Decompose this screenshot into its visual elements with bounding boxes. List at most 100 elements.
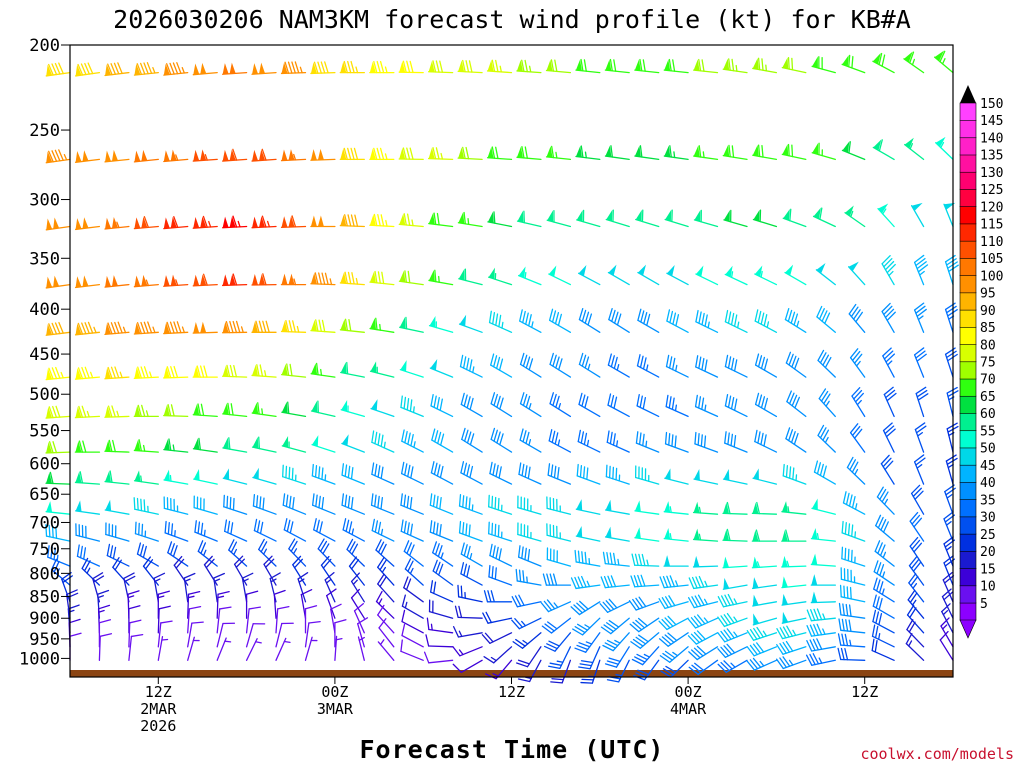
x-tick-label: 12Z [145,683,172,701]
wind-barb [722,556,748,569]
y-tick-label: 800 [29,564,60,584]
y-tick-label: 600 [29,455,60,475]
wind-barb [913,454,926,485]
wind-barb [881,255,896,286]
wind-barb [516,59,542,74]
wind-barb [576,209,601,228]
x-tick-label: 3MAR [317,700,354,718]
x-axis-title: Forecast Time (UTC) [360,735,665,764]
wind-barb [849,348,866,378]
wind-barb [694,431,719,453]
wind-barb [457,59,483,74]
wind-barb [245,623,266,648]
colorbar-swatch [959,464,977,483]
wind-barb [216,590,230,619]
wind-barb [427,60,454,74]
wind-barb [882,347,895,378]
wind-barb [908,556,925,586]
wind-barb [488,267,513,286]
wind-barb [634,527,660,542]
wind-barb [488,564,513,586]
wind-barb [634,500,660,515]
wind-barb [512,632,542,649]
wind-barb [909,511,925,542]
wind-barb [754,353,778,378]
wind-barb [663,145,689,161]
wind-barb [452,659,483,673]
wind-barb [371,518,395,542]
wind-barb [941,588,954,619]
wind-barb [134,521,159,542]
wind-barb [163,62,189,76]
wind-barb [754,265,778,286]
wind-barb [637,264,660,286]
wind-barb [357,636,365,661]
wind-barb [311,493,336,515]
wind-barb [245,606,262,634]
wind-barb [751,529,778,542]
wind-barb [751,577,778,590]
wind-barb [157,620,173,648]
wind-barb [432,541,454,567]
wind-barb [909,536,925,567]
wind-barb [692,501,719,515]
wind-barb [280,61,307,75]
wind-barb [112,557,130,586]
wind-barb [377,604,395,634]
wind-barb [167,541,189,567]
wind-barb [370,399,395,418]
wind-barb [454,605,483,619]
wind-barb [304,605,318,634]
wind-barb [635,209,660,228]
colorbar-swatch [959,326,977,345]
wind-barb [776,656,807,670]
wind-barb [310,362,336,378]
wind-barb [45,62,71,77]
wind-barb [545,59,572,74]
wind-barb [746,642,778,657]
wind-barb [133,439,159,453]
colorbar-swatch [959,119,977,139]
wind-barb [69,632,82,661]
wind-barb [311,463,336,485]
wind-barb [432,559,454,586]
colorbar-swatch [959,412,977,432]
wind-barb [754,309,778,333]
wind-barb [880,454,895,485]
wind-barb [717,659,748,673]
wind-barb [518,462,542,485]
wind-barb [404,558,424,586]
wind-barb [75,523,101,542]
wind-barb [935,136,954,161]
wind-barb [606,430,630,453]
wind-barb [628,596,660,611]
wind-barb [813,460,836,485]
wind-barb [399,360,424,378]
wind-barb [517,659,542,683]
wind-barb [781,57,807,74]
wind-barb [340,400,365,418]
colorbar-swatch [959,343,977,363]
wind-barb [45,501,71,515]
wind-barb [157,605,171,634]
wind-barb [288,538,307,567]
colorbar-label: 5 [980,597,988,612]
wind-barb [104,405,130,418]
wind-barb [693,468,719,485]
wind-barb [695,355,719,378]
wind-barb [128,633,144,661]
wind-barb [192,403,218,418]
wind-barb [192,321,218,334]
wind-barb [664,468,689,485]
wind-barb [486,146,513,161]
wind-barb [458,520,483,542]
wind-barb [786,390,807,418]
y-tick-label: 1000 [19,649,60,669]
wind-barb [104,149,130,163]
wind-barb [723,209,748,228]
wind-barb [604,499,630,515]
y-tick-label: 350 [29,249,60,269]
wind-barb [904,137,925,161]
wind-barb [882,422,896,453]
